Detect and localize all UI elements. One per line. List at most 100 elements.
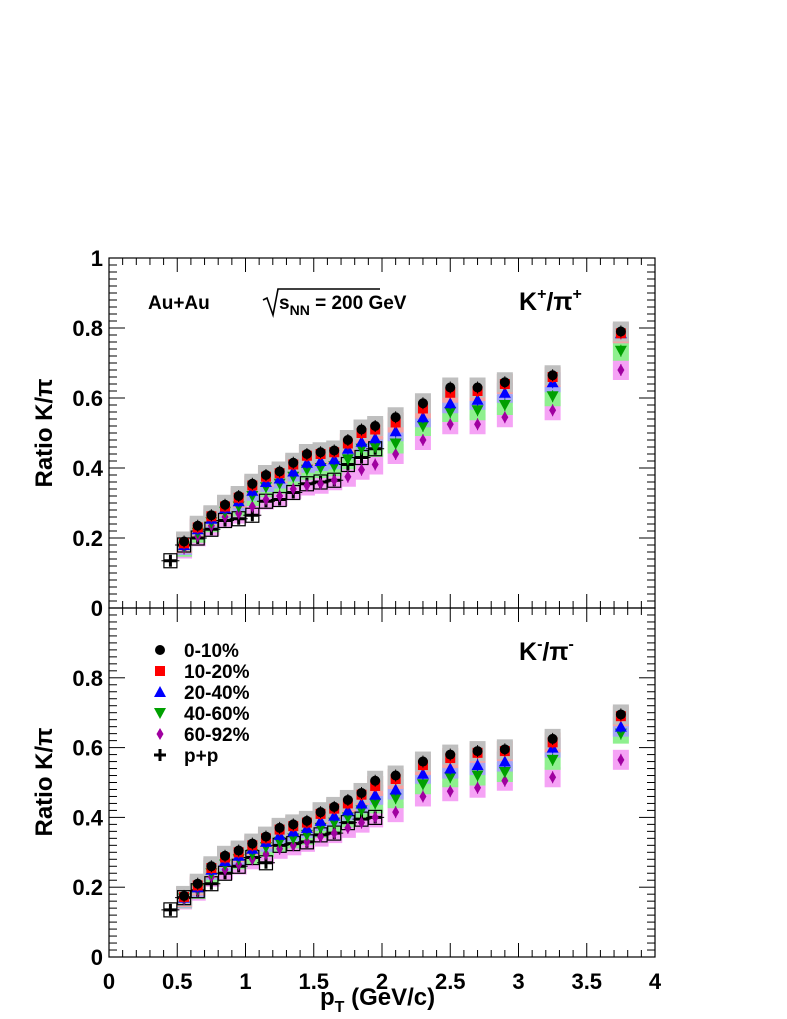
marker-20-40 <box>314 455 327 466</box>
sqrt-s-label: sNN = 200 GeV <box>279 293 407 318</box>
marker-40-60 <box>471 770 484 782</box>
marker-0-10 <box>547 733 558 744</box>
marker-0-10 <box>247 478 258 489</box>
marker-40-60 <box>614 345 627 357</box>
marker-60-92 <box>392 806 400 819</box>
marker-20-40 <box>389 783 402 795</box>
bottom-y-axis-title: Ratio K/π <box>31 727 58 836</box>
marker-60-92 <box>501 411 509 424</box>
marker-60-92 <box>358 816 366 829</box>
marker-0-10 <box>390 770 401 781</box>
marker-60-92 <box>419 434 427 446</box>
marker-0-10 <box>370 775 381 786</box>
legend-label-10-20: 10-20% <box>184 662 250 683</box>
marker-20-40 <box>314 814 327 826</box>
y-tick-label: 0.2 <box>72 526 103 551</box>
y-tick-label: 0.8 <box>72 316 103 341</box>
marker-60-92 <box>474 418 482 431</box>
marker-0-10 <box>274 466 285 477</box>
x-tick-label: 0.5 <box>162 969 193 994</box>
legend-marker-60-92 <box>156 728 164 740</box>
marker-0-10 <box>472 382 483 393</box>
marker-0-10 <box>274 822 285 833</box>
marker-0-10 <box>260 831 271 842</box>
marker-40-60 <box>471 405 484 417</box>
marker-60-92 <box>235 507 243 520</box>
marker-0-10 <box>370 421 381 431</box>
marker-20-40 <box>328 453 341 465</box>
marker-20-40 <box>444 762 457 774</box>
marker-20-40 <box>498 755 511 767</box>
marker-20-40 <box>355 797 368 809</box>
marker-60-92 <box>262 493 270 506</box>
legend-marker-pp <box>154 749 166 761</box>
marker-40-60 <box>369 798 382 810</box>
top-y-axis-title: Ratio K/π <box>31 378 58 487</box>
marker-20-40 <box>389 425 402 437</box>
top-y-tick-labels: 0 0.2 0.4 0.6 0.8 1 <box>72 246 103 621</box>
marker-0-10 <box>417 398 428 409</box>
top-ratio-label: K+/π+ <box>519 286 582 316</box>
marker-20-40 <box>355 435 368 447</box>
marker-60-92 <box>371 458 379 471</box>
marker-60-92 <box>317 830 325 843</box>
bottom-data-markers <box>178 708 627 906</box>
marker-0-10 <box>499 377 510 388</box>
marker-60-92 <box>344 821 352 834</box>
marker-60-92 <box>358 463 366 476</box>
sqrt-symbol <box>262 288 380 319</box>
marker-60-92 <box>474 781 482 794</box>
legend-label-60-92: 60-92% <box>184 725 250 746</box>
marker-60-92 <box>549 404 557 417</box>
y-tick-label: 0.6 <box>72 736 103 761</box>
marker-0-10 <box>342 435 353 445</box>
marker-0-10 <box>192 520 203 531</box>
marker-40-60 <box>416 779 429 791</box>
x-tick-labels: 0 0.5 1 1.5 2 2.5 3 3.5 4 <box>103 969 662 994</box>
marker-60-92 <box>392 448 400 460</box>
legend: 0-10%10-20%20-40%40-60%60-92%p+p <box>154 641 250 767</box>
marker-0-10 <box>192 878 203 889</box>
marker-20-40 <box>287 465 300 477</box>
marker-40-60 <box>369 442 382 453</box>
y-tick-label: 0.6 <box>72 386 103 411</box>
marker-40-60 <box>416 421 429 432</box>
marker-0-10 <box>315 447 326 458</box>
bottom-panel: 0 0.2 0.4 0.6 0.8 0 0.5 1 1.5 2 2.5 3 3.5 4 0-10%10-… <box>31 607 662 1016</box>
y-tick-label: 0.8 <box>72 666 103 691</box>
marker-pp <box>164 554 177 567</box>
marker-60-92 <box>371 811 379 824</box>
marker-60-92 <box>289 839 297 852</box>
marker-60-92 <box>276 842 284 855</box>
marker-0-10 <box>179 890 190 901</box>
marker-0-10 <box>499 744 510 755</box>
bottom-y-tick-labels: 0 0.2 0.4 0.6 0.8 <box>72 666 103 970</box>
marker-0-10 <box>615 326 626 337</box>
marker-20-40 <box>498 386 511 398</box>
marker-60-92 <box>248 500 256 513</box>
marker-40-60 <box>389 793 402 805</box>
marker-0-10 <box>220 850 231 861</box>
marker-20-40 <box>471 393 484 405</box>
marker-20-40 <box>328 809 341 821</box>
marker-40-60 <box>546 391 559 403</box>
marker-40-60 <box>444 772 457 784</box>
marker-0-10 <box>356 424 367 435</box>
x-axis-title: pT (GeV/c) <box>320 984 435 1016</box>
marker-0-10 <box>288 457 299 468</box>
marker-0-10 <box>329 445 340 456</box>
marker-60-92 <box>617 364 625 376</box>
marker-0-10 <box>356 787 367 798</box>
marker-40-60 <box>498 400 511 411</box>
marker-0-10 <box>247 838 258 849</box>
marker-0-10 <box>206 861 217 872</box>
x-tick-label: 2 <box>376 969 388 994</box>
y-tick-label: 0.4 <box>72 805 103 830</box>
marker-0-10 <box>233 491 244 501</box>
marker-40-60 <box>498 767 511 779</box>
y-tick-label: 0.4 <box>72 456 103 481</box>
marker-60-92 <box>317 477 325 490</box>
x-tick-label: 3.5 <box>571 969 602 994</box>
